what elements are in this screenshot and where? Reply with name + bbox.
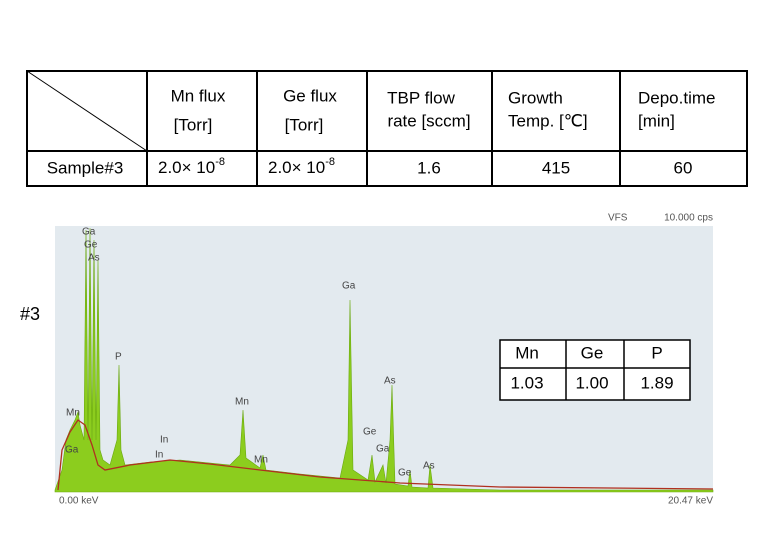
value-exp: -8 bbox=[325, 156, 335, 168]
peak-label: In bbox=[155, 450, 163, 461]
axis-end: 20.47 keV bbox=[668, 496, 713, 507]
value-base: 2.0× 10 bbox=[268, 158, 325, 177]
header-cells: Mn flux [Torr] Ge flux [Torr] TBP flow r… bbox=[171, 86, 716, 134]
peak-label: As bbox=[88, 253, 100, 264]
cell-value: 415 bbox=[542, 158, 570, 177]
peak-label: Mn bbox=[66, 408, 80, 419]
peak-label: Ge bbox=[84, 240, 98, 251]
cps-label: 10.000 cps bbox=[664, 213, 713, 224]
ratio-table: Mn Ge P 1.03 1.00 1.89 bbox=[499, 339, 691, 401]
data-row: Sample#3 2.0× 10-8 2.0× 10-8 1.6 415 60 bbox=[47, 156, 693, 178]
scale-label: VFS bbox=[608, 213, 628, 224]
ratio-header: Mn bbox=[515, 343, 539, 362]
sample-label: #3 bbox=[20, 304, 40, 324]
ratio-value: 1.00 bbox=[575, 373, 608, 392]
header-text: [Torr] bbox=[285, 115, 324, 134]
value-exp: -8 bbox=[215, 156, 225, 168]
background-curve bbox=[57, 419, 714, 491]
header-text: [Torr] bbox=[174, 115, 213, 134]
ratio-header: P bbox=[651, 343, 662, 362]
peak-label: Ga bbox=[65, 445, 79, 456]
peak-label: In bbox=[160, 435, 168, 446]
header-text: Temp. [℃] bbox=[508, 111, 588, 130]
axis-start: 0.00 keV bbox=[59, 496, 99, 507]
cell-value: 2.0× 10-8 bbox=[158, 156, 225, 178]
peak-label: Mn bbox=[235, 397, 249, 408]
header-text: [min] bbox=[638, 111, 675, 130]
header-text: TBP flow bbox=[387, 88, 455, 107]
peak-label: P bbox=[115, 352, 122, 363]
header-text: rate [sccm] bbox=[387, 111, 470, 130]
peak-label: Ge bbox=[398, 468, 412, 479]
peak-label: As bbox=[423, 461, 435, 472]
peak-label: Ga bbox=[342, 281, 356, 292]
peak-label: Ga bbox=[82, 227, 96, 238]
header-text: Mn flux bbox=[171, 86, 226, 105]
table-border bbox=[26, 70, 748, 187]
ratio-value: 1.89 bbox=[640, 373, 673, 392]
peak-label: Ga bbox=[376, 444, 390, 455]
spectrum-fill bbox=[54, 227, 714, 493]
row-label: Sample#3 bbox=[47, 158, 124, 177]
header-text: Ge flux bbox=[283, 86, 337, 105]
cell-value: 2.0× 10-8 bbox=[268, 156, 335, 178]
header-text: Growth bbox=[508, 88, 563, 107]
peak-label: Ge bbox=[363, 427, 377, 438]
diagonal bbox=[26, 70, 148, 152]
parameter-table bbox=[26, 70, 748, 187]
value-base: 2.0× 10 bbox=[158, 158, 215, 177]
header-text: Depo.time bbox=[638, 88, 715, 107]
ratio-border bbox=[499, 339, 691, 401]
ratio-header: Ge bbox=[581, 343, 604, 362]
peak-label: Mn bbox=[254, 455, 268, 466]
cell-value: 60 bbox=[674, 158, 693, 177]
ratio-value: 1.03 bbox=[510, 373, 543, 392]
cell-value: 1.6 bbox=[417, 158, 441, 177]
peak-label: As bbox=[384, 376, 396, 387]
